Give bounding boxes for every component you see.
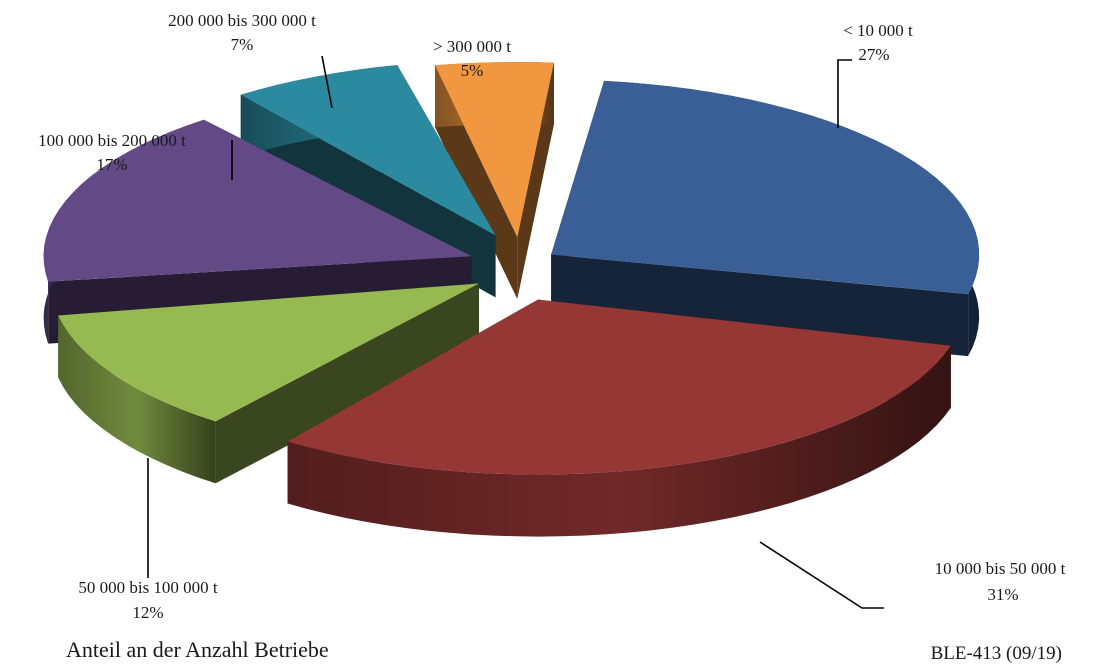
slice-label-5: > 300 000 t (433, 37, 511, 56)
slice-0 (551, 80, 980, 357)
slice-pct-1: 31% (987, 585, 1018, 604)
slice-1-top (287, 299, 951, 475)
slice-pct-3: 17% (96, 155, 127, 174)
slice-label-2: 50 000 bis 100 000 t (78, 578, 218, 597)
slice-5-top (435, 62, 554, 238)
leader-lines (147, 55, 884, 609)
slice-label-4: 200 000 bis 300 000 t (168, 11, 316, 30)
slice-4-top (240, 65, 496, 236)
slice-pct-0: 27% (858, 45, 889, 64)
slice-label-0: < 10 000 t (843, 21, 913, 40)
slice-1 (287, 299, 951, 537)
leader-line-0 (837, 59, 852, 128)
slice-pct-4: 7% (231, 35, 254, 54)
leader-line-1 (759, 541, 884, 609)
slice-3-top (43, 119, 472, 282)
slice-2-rim (58, 315, 216, 484)
slice-2-top (58, 283, 479, 422)
chart-caption: Anteil an der Anzahl Betriebe (66, 637, 329, 662)
pie-slices (43, 62, 980, 537)
slice-5 (435, 62, 554, 300)
slice-label-1: 10 000 bis 50 000 t (935, 559, 1066, 578)
slice-2 (58, 283, 479, 484)
source-note: BLE-413 (09/19) (931, 643, 1062, 664)
slice-pct-2: 12% (132, 603, 163, 622)
slice-pct-5: 5% (461, 61, 484, 80)
leader-line-4 (321, 55, 333, 109)
slice-1-rim (287, 345, 951, 537)
slice-label-3: 100 000 bis 200 000 t (38, 131, 186, 150)
slice-0-cut-face-1 (551, 254, 969, 357)
slice-0-top (551, 80, 980, 295)
